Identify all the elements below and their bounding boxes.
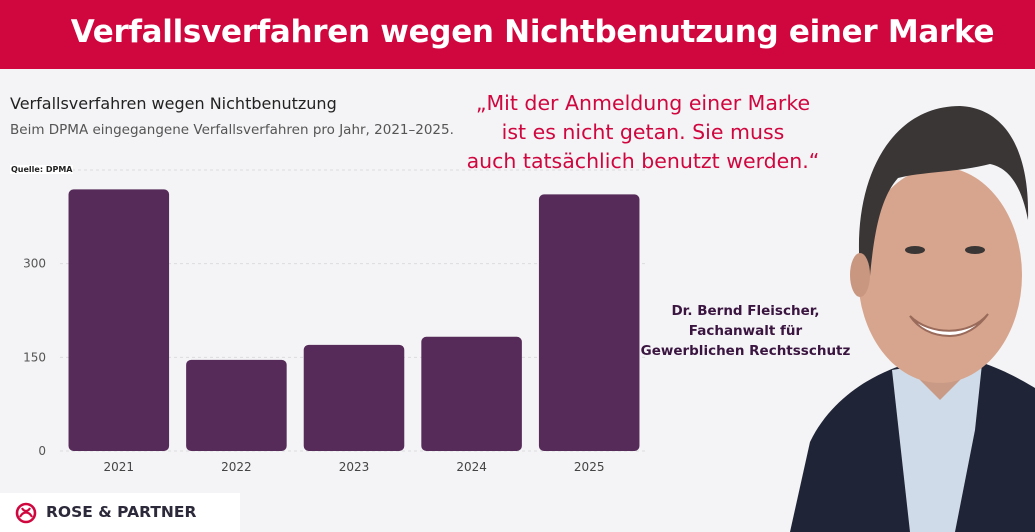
portrait-photo — [790, 106, 1035, 532]
x-tick-label: 2022 — [221, 460, 252, 474]
logo-text: ROSE & PARTNER — [46, 503, 197, 521]
bar — [303, 344, 405, 451]
x-tick-label: 2025 — [574, 460, 605, 474]
bar — [421, 336, 522, 451]
bar — [68, 189, 170, 451]
person-name: Dr. Bernd Fleischer, — [671, 303, 820, 319]
brand-logo: ROSE & PARTNER — [0, 493, 240, 532]
person-title: Fachanwalt für — [688, 323, 803, 339]
x-tick-label: 2024 — [456, 460, 487, 474]
x-tick-label: 2023 — [339, 460, 370, 474]
quote: „Mit der Anmeldung einer Marke ist es ni… — [458, 89, 828, 176]
chart-title: Verfallsverfahren wegen Nichtbenutzung — [10, 94, 337, 113]
bar — [186, 359, 287, 451]
y-tick-label: 0 — [38, 444, 46, 458]
header-banner: Verfallsverfahren wegen Nichtbenutzung e… — [0, 0, 1035, 69]
person-caption: Dr. Bernd Fleischer, Fachanwalt für Gewe… — [628, 301, 863, 361]
y-tick-label: 300 — [23, 257, 46, 271]
quote-line: ist es nicht getan. Sie muss — [501, 120, 785, 144]
quote-line: „Mit der Anmeldung einer Marke — [475, 91, 811, 115]
chart-subtitle: Beim DPMA eingegangene Verfallsverfahren… — [10, 122, 454, 138]
x-tick-label: 2021 — [104, 460, 135, 474]
person-field: Gewerblichen Rechtsschutz — [640, 343, 851, 359]
quote-line: auch tatsächlich benutzt werden.“ — [466, 149, 820, 173]
bar-chart: 015030045020212022202320242025 — [23, 163, 648, 474]
y-tick-label: 150 — [23, 350, 46, 364]
chart-source: Quelle: DPMA — [10, 165, 74, 174]
rose-logo-icon — [15, 502, 37, 524]
page-title: Verfallsverfahren wegen Nichtbenutzung e… — [70, 14, 995, 50]
bar — [538, 194, 640, 451]
